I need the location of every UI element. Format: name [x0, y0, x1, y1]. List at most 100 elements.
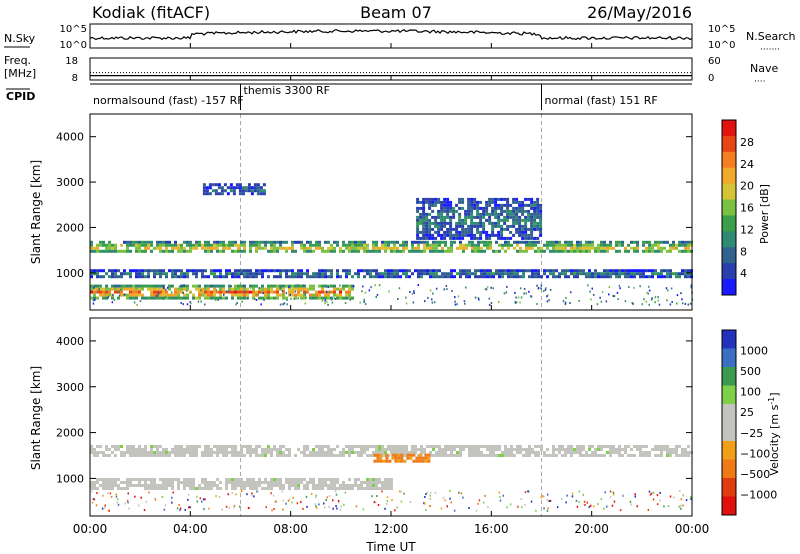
- heatmap-cell: [467, 224, 471, 228]
- heatmap-cell: [470, 206, 474, 210]
- heatmap-cell: [422, 206, 426, 210]
- heatmap-cell: [552, 243, 555, 247]
- heatmap-cell: [285, 272, 288, 276]
- heatmap-cell: [479, 221, 483, 225]
- heatmap-cell: [96, 287, 99, 291]
- heatmap-cell: [291, 243, 294, 247]
- heatmap-cell: [375, 445, 378, 448]
- heatmap-cell: [132, 269, 135, 273]
- x-axis-label: Time UT: [365, 540, 416, 554]
- heatmap-cell: [600, 454, 603, 457]
- heatmap-cell: [240, 269, 243, 273]
- heatmap-cell: [354, 240, 357, 244]
- heatmap-cell: [506, 506, 508, 509]
- heatmap-cell: [570, 451, 573, 454]
- heatmap-cell: [422, 233, 426, 237]
- heatmap-cell: [174, 243, 177, 247]
- heatmap-cell: [558, 272, 561, 276]
- heatmap-cell: [458, 230, 462, 234]
- heatmap-cell: [609, 448, 612, 451]
- heatmap-cell: [339, 275, 342, 279]
- heatmap-cell: [632, 302, 634, 305]
- heatmap-cell: [192, 293, 195, 297]
- heatmap-cell: [342, 451, 345, 454]
- heatmap-cell: [594, 249, 597, 253]
- heatmap-cell: [111, 296, 114, 300]
- heatmap-cell: [321, 448, 324, 451]
- heatmap-cell: [585, 246, 588, 250]
- heatmap-cell: [348, 269, 351, 273]
- heatmap-cell: [455, 203, 459, 207]
- heatmap-cell: [411, 272, 414, 276]
- heatmap-cell: [609, 246, 612, 250]
- heatmap-cell: [135, 240, 138, 244]
- heatmap-cell: [138, 290, 141, 294]
- heatmap-cell: [376, 459, 380, 463]
- heatmap-cell: [639, 448, 642, 451]
- heatmap-cell: [141, 287, 144, 291]
- heatmap-cell: [318, 503, 320, 506]
- heatmap-cell: [527, 227, 531, 231]
- heatmap-cell: [316, 507, 318, 509]
- heatmap-cell: [214, 189, 218, 193]
- heatmap-cell: [189, 484, 192, 487]
- colorbar-frame: [721, 329, 737, 516]
- heatmap-cell: [459, 246, 462, 250]
- cpid-segment-label: themis 3300 RF: [244, 84, 331, 97]
- heatmap-cell: [231, 492, 233, 494]
- heatmap-cell: [238, 192, 242, 196]
- heatmap-cell: [482, 230, 486, 234]
- heatmap-cell: [225, 243, 228, 247]
- heatmap-cell: [428, 230, 432, 234]
- heatmap-cell: [196, 495, 198, 498]
- heatmap-cell: [150, 484, 153, 487]
- heatmap-cell: [417, 269, 420, 273]
- heatmap-cell: [150, 290, 153, 294]
- heatmap-cell: [107, 492, 109, 495]
- heatmap-cell: [252, 487, 255, 490]
- heatmap-cell: [162, 478, 165, 481]
- heatmap-cell: [408, 451, 411, 454]
- heatmap-cell: [497, 203, 501, 207]
- heatmap-cell: [555, 249, 558, 253]
- heatmap-cell: [639, 445, 642, 448]
- heatmap-cell: [357, 484, 360, 487]
- heatmap-cell: [162, 481, 165, 484]
- heatmap-cell: [123, 451, 126, 454]
- heatmap-cell: [372, 481, 375, 484]
- heatmap-cell: [525, 448, 528, 451]
- heatmap-cell: [141, 484, 144, 487]
- heatmap-cell: [348, 478, 351, 481]
- heatmap-cell: [530, 236, 534, 240]
- heatmap-cell: [342, 454, 345, 457]
- heatmap-cell: [303, 451, 306, 454]
- heatmap-cell: [521, 206, 525, 210]
- heatmap-cell: [423, 448, 426, 451]
- heatmap-cell: [516, 272, 519, 276]
- heatmap-cell: [192, 451, 195, 454]
- heatmap-cell: [351, 484, 354, 487]
- heatmap-cell: [515, 197, 519, 201]
- heatmap-cell: [276, 246, 279, 250]
- heatmap-cell: [129, 454, 132, 457]
- heatmap-cell: [167, 286, 169, 289]
- heatmap-cell: [186, 445, 189, 448]
- heatmap-cell: [462, 249, 465, 253]
- heatmap-cell: [440, 224, 444, 228]
- heatmap-cell: [345, 275, 348, 279]
- heatmap-cell: [416, 200, 420, 204]
- heatmap-cell: [561, 445, 564, 448]
- heatmap-cell: [490, 286, 492, 289]
- heatmap-cell: [348, 240, 351, 244]
- heatmap-cell: [675, 272, 678, 276]
- heatmap-cell: [332, 499, 334, 502]
- heatmap-cell: [336, 487, 339, 490]
- heatmap-cell: [111, 287, 114, 291]
- heatmap-cell: [270, 448, 273, 451]
- heatmap-cell: [144, 448, 147, 451]
- heatmap-cell: [513, 448, 516, 451]
- heatmap-cell: [219, 287, 222, 291]
- heatmap-cell: [243, 243, 246, 247]
- colorbar-swatch: [722, 367, 736, 386]
